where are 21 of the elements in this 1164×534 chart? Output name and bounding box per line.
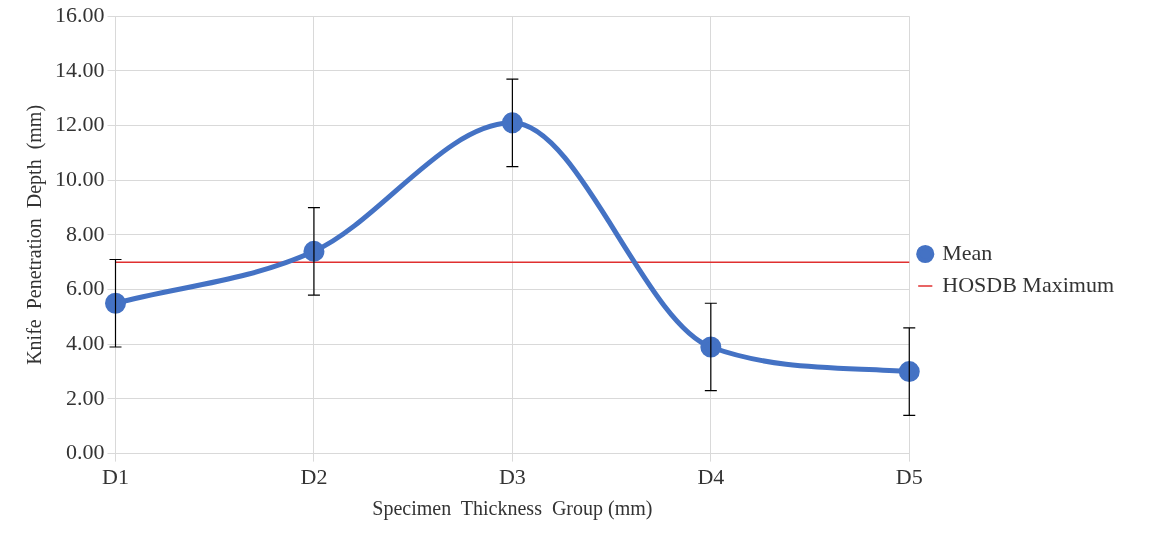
legend-label: HOSDB Maximum (942, 271, 1115, 297)
x-axis-title: Specimen Thickness Group (mm) (372, 497, 653, 521)
y-tick-label: 10.00 (55, 166, 105, 192)
y-axis-title: Knife Penetration Depth (mm) (23, 104, 47, 365)
y-tick-label: 14.00 (55, 56, 105, 82)
x-tick-label: D5 (895, 463, 923, 489)
point (898, 361, 920, 383)
x-tick-label: D3 (498, 463, 526, 489)
y-tick-label: 16.00 (55, 1, 105, 27)
y-tick-label: 2.00 (66, 384, 105, 410)
legend-label: Mean (942, 239, 993, 265)
y-tick-label: 12.00 (55, 111, 105, 137)
x-tick-label: D2 (300, 463, 328, 489)
x-tick-label: D4 (697, 463, 725, 489)
y-tick-label: 6.00 (66, 275, 105, 301)
x-tick-label: D1 (102, 463, 129, 489)
y-tick-label: 8.00 (66, 220, 105, 246)
point (501, 112, 523, 134)
y-tick-label: 0.00 (66, 439, 105, 465)
point (700, 336, 722, 358)
y-tick-label: 4.00 (66, 330, 105, 356)
